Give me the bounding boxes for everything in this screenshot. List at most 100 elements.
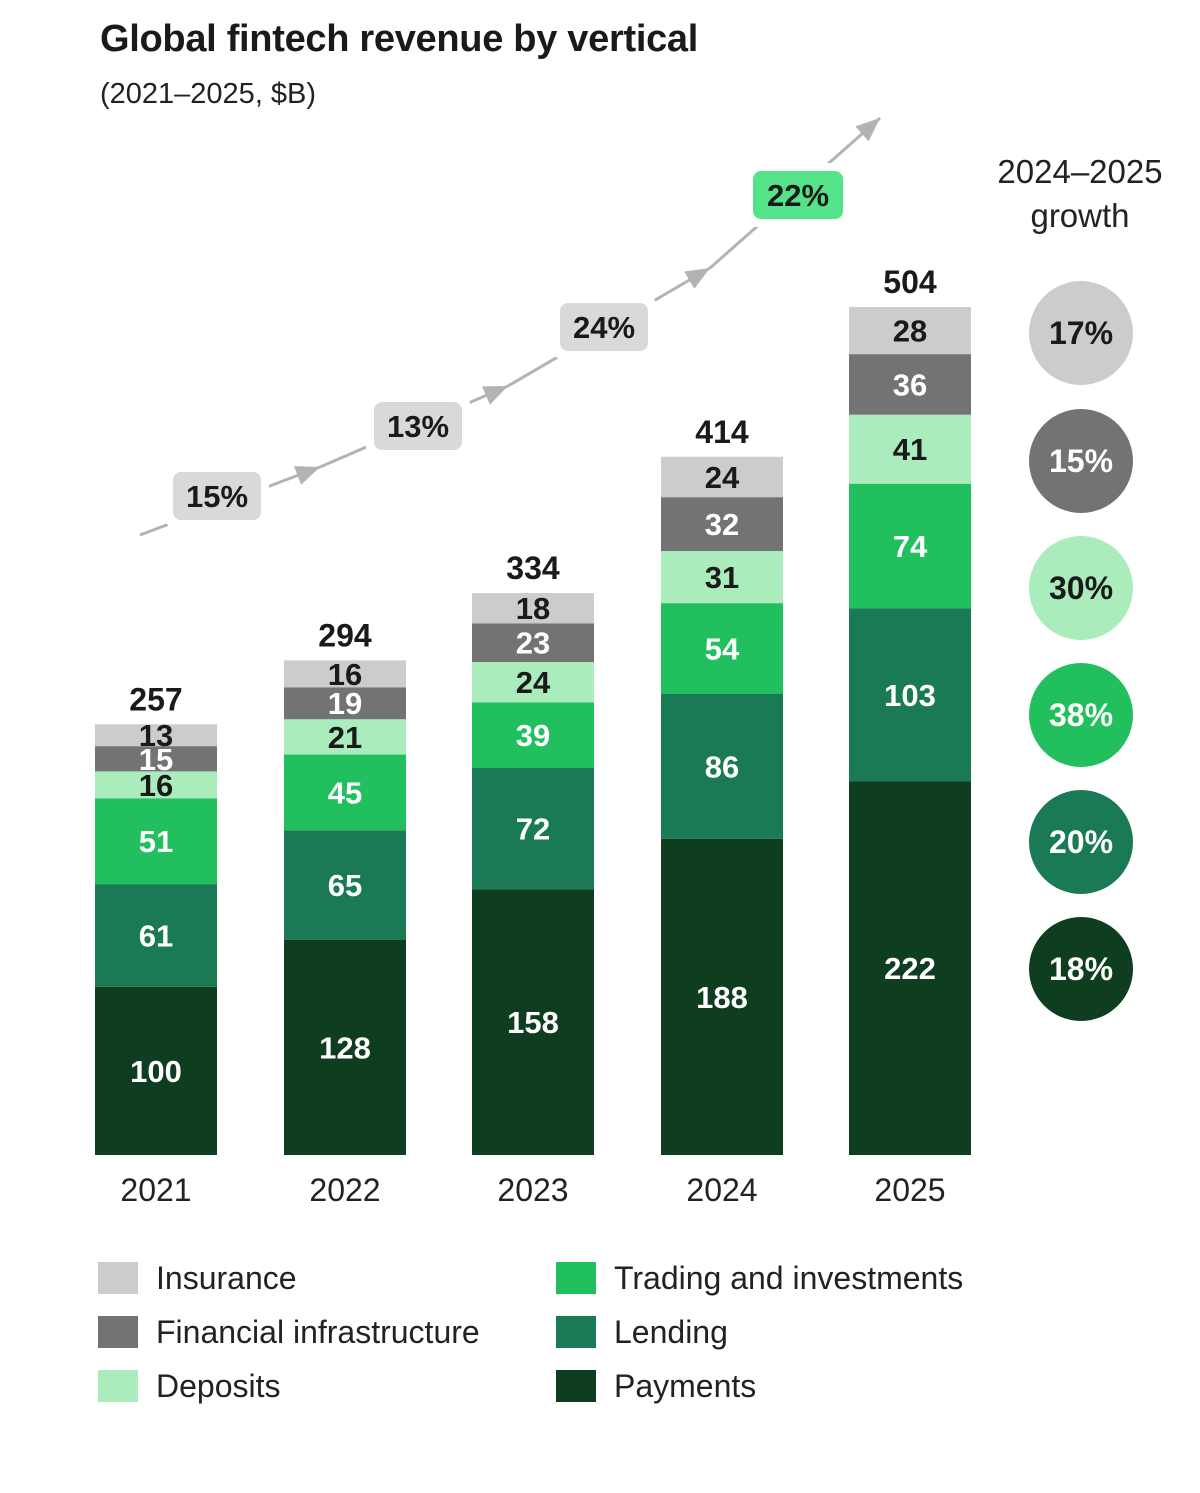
growth-pill-2	[560, 303, 648, 351]
value-label-financial-infrastructure-2023: 23	[516, 626, 550, 661]
value-label-financial-infrastructure-2021: 15	[139, 742, 173, 777]
bar-segment-financial-infrastructure-2021	[95, 746, 217, 772]
growth-pill-label-0: 15%	[186, 479, 248, 514]
value-label-payments-2022: 128	[319, 1030, 371, 1065]
bar-segment-payments-2023	[472, 889, 594, 1155]
value-label-payments-2023: 158	[507, 1005, 559, 1040]
growth-pill-label-1: 13%	[387, 409, 449, 444]
bar-segment-insurance-2025	[849, 307, 971, 355]
value-label-payments-2025: 222	[884, 951, 936, 986]
stacked-bar-chart: 1006151161513257202112865452119162942022…	[95, 116, 1133, 1208]
bar-segment-lending-2025	[849, 608, 971, 782]
legend-swatch-insurance	[98, 1262, 138, 1294]
chart-subtitle: (2021–2025, $B)	[100, 78, 317, 110]
value-label-deposits-2024: 31	[705, 560, 739, 595]
growth-pill-label-3: 22%	[767, 178, 829, 213]
bar-segment-payments-2024	[661, 838, 783, 1155]
legend-item-deposits: Deposits	[98, 1366, 281, 1406]
growth-circle-label-deposits: 30%	[1049, 570, 1113, 606]
growth-pill-0	[173, 472, 261, 520]
legend-item-payments: Payments	[556, 1366, 756, 1406]
legend-label-payments: Payments	[614, 1367, 757, 1404]
value-label-trading-and-investments-2021: 51	[139, 824, 173, 859]
legend-item-insurance: Insurance	[98, 1258, 297, 1298]
total-label-2021: 257	[129, 681, 182, 717]
bar-segment-trading-and-investments-2024	[661, 603, 783, 694]
legend-label-financial-infrastructure: Financial infrastructure	[156, 1313, 480, 1350]
growth-arrowhead-2	[684, 268, 710, 289]
bar-segment-payments-2025	[849, 781, 971, 1155]
value-label-trading-and-investments-2023: 39	[516, 718, 550, 753]
chart-title: Global fintech revenue by vertical	[100, 18, 699, 60]
value-label-deposits-2021: 16	[139, 768, 173, 803]
value-label-lending-2021: 61	[139, 918, 173, 953]
x-tick-label-2024: 2024	[686, 1172, 757, 1208]
value-label-lending-2025: 103	[884, 678, 936, 713]
value-label-trading-and-investments-2025: 74	[893, 529, 928, 564]
legend-label-trading-and-investments: Trading and investments	[614, 1259, 964, 1296]
legend-swatch-financial-infrastructure	[98, 1316, 138, 1348]
value-label-insurance-2021: 13	[139, 718, 173, 753]
growth-pill-3	[753, 171, 843, 219]
total-label-2023: 334	[506, 550, 560, 586]
bar-segment-financial-infrastructure-2024	[661, 497, 783, 551]
bar-segment-deposits-2024	[661, 550, 783, 604]
legend-swatch-deposits	[98, 1370, 138, 1402]
bar-segment-payments-2021	[95, 986, 217, 1155]
x-tick-label-2025: 2025	[874, 1172, 945, 1208]
growth-header-line2: growth	[1030, 197, 1130, 234]
bar-segment-insurance-2023	[472, 593, 594, 624]
bar-segment-deposits-2025	[849, 414, 971, 484]
growth-circle-deposits	[1029, 536, 1133, 640]
bar-segment-insurance-2021	[95, 724, 217, 747]
bar-segment-payments-2022	[284, 939, 406, 1155]
legend-label-insurance: Insurance	[156, 1259, 297, 1296]
bar-segment-trading-and-investments-2021	[95, 798, 217, 885]
value-label-insurance-2025: 28	[893, 314, 927, 349]
legend-swatch-trading-and-investments	[556, 1262, 596, 1294]
bar-segment-insurance-2022	[284, 660, 406, 688]
growth-arrowhead-1	[482, 386, 508, 405]
value-label-payments-2024: 188	[696, 980, 748, 1015]
bar-segment-financial-infrastructure-2025	[849, 354, 971, 415]
total-label-2025: 504	[883, 264, 937, 300]
growth-circle-financial-infrastructure	[1029, 409, 1133, 513]
value-label-financial-infrastructure-2022: 19	[328, 686, 362, 721]
growth-header-line1: 2024–2025	[997, 153, 1163, 190]
legend-item-financial-infrastructure: Financial infrastructure	[98, 1312, 480, 1352]
total-label-2022: 294	[318, 617, 372, 653]
value-label-deposits-2022: 21	[328, 720, 362, 755]
value-label-insurance-2024: 24	[705, 460, 740, 495]
legend-swatch-payments	[556, 1370, 596, 1402]
value-label-lending-2022: 65	[328, 868, 362, 903]
bar-segment-deposits-2023	[472, 662, 594, 703]
legend-label-lending: Lending	[614, 1313, 728, 1350]
x-tick-label-2022: 2022	[309, 1172, 380, 1208]
legend-item-trading-and-investments: Trading and investments	[556, 1258, 963, 1298]
value-label-insurance-2023: 18	[516, 591, 550, 626]
bar-segment-financial-infrastructure-2022	[284, 687, 406, 720]
value-label-trading-and-investments-2024: 54	[705, 632, 740, 667]
growth-circle-payments	[1029, 917, 1133, 1021]
value-label-insurance-2022: 16	[328, 657, 362, 692]
bar-segment-deposits-2022	[284, 719, 406, 755]
growth-pill-label-2: 24%	[573, 310, 635, 345]
bar-segment-trading-and-investments-2025	[849, 483, 971, 609]
value-label-payments-2021: 100	[130, 1054, 182, 1089]
value-label-trading-and-investments-2022: 45	[328, 775, 362, 810]
value-label-deposits-2023: 24	[516, 665, 551, 700]
legend-swatch-lending	[556, 1316, 596, 1348]
growth-circle-label-financial-infrastructure: 15%	[1049, 443, 1113, 479]
growth-circle-lending	[1029, 790, 1133, 894]
value-label-deposits-2025: 41	[893, 432, 927, 467]
bar-segment-trading-and-investments-2022	[284, 754, 406, 831]
growth-circle-label-trading-and-investments: 38%	[1049, 697, 1113, 733]
growth-arrowhead-0	[294, 466, 320, 485]
growth-pill-1	[374, 402, 462, 450]
bar-segment-financial-infrastructure-2023	[472, 623, 594, 663]
bar-segment-trading-and-investments-2023	[472, 702, 594, 769]
growth-circle-label-payments: 18%	[1049, 951, 1113, 987]
legend-item-lending: Lending	[556, 1312, 728, 1352]
bar-segment-lending-2024	[661, 693, 783, 839]
value-label-lending-2024: 86	[705, 749, 739, 784]
